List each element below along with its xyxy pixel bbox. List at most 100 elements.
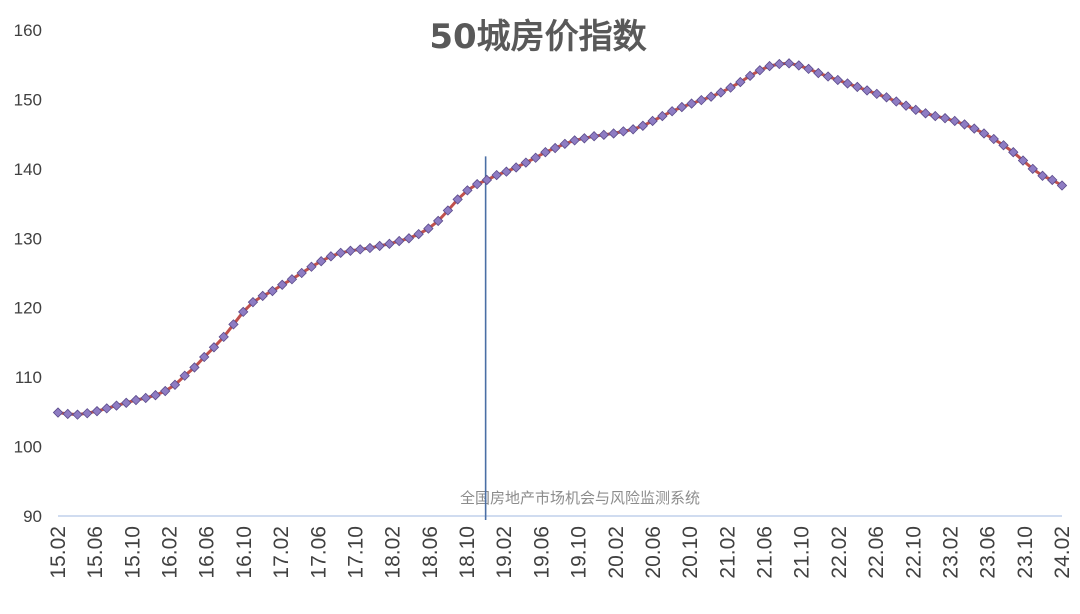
data-point xyxy=(52,407,64,418)
data-point xyxy=(549,142,561,154)
watermark-annotation: 全国房地产市场机会与风险监测系统 xyxy=(460,489,700,507)
data-point xyxy=(306,261,317,272)
data-point xyxy=(218,331,229,343)
data-point xyxy=(647,115,658,127)
y-tick-label: 160 xyxy=(14,21,42,40)
data-point xyxy=(325,251,337,262)
x-tick-label: 18.06 xyxy=(419,526,442,579)
data-point xyxy=(1047,174,1058,186)
x-tick-label: 22.10 xyxy=(902,526,925,579)
data-point xyxy=(247,296,259,308)
data-point xyxy=(540,147,551,158)
data-point xyxy=(491,169,502,181)
data-point xyxy=(910,104,921,116)
data-point xyxy=(403,233,415,244)
data-point xyxy=(832,74,843,86)
data-point xyxy=(520,157,532,168)
data-point xyxy=(150,390,161,401)
data-point xyxy=(715,87,727,98)
data-point xyxy=(764,60,775,72)
data-point xyxy=(842,78,853,89)
x-tick-label: 20.02 xyxy=(605,526,628,579)
x-tick-label: 16.10 xyxy=(233,526,256,579)
data-point xyxy=(101,403,112,414)
x-tick-label: 18.10 xyxy=(456,526,479,579)
data-point xyxy=(939,113,951,124)
x-tick-label: 22.06 xyxy=(865,526,888,579)
data-point xyxy=(364,242,376,254)
x-tick-label: 19.06 xyxy=(530,526,553,579)
data-point xyxy=(140,392,151,404)
y-axis-ticks: 90 100 110 120 130 140 150 160 xyxy=(14,21,42,526)
data-point xyxy=(754,65,765,76)
data-point xyxy=(657,110,668,122)
x-tick-label: 21.02 xyxy=(716,526,739,579)
data-point xyxy=(774,58,785,70)
data-point xyxy=(432,215,444,227)
data-point xyxy=(179,370,190,381)
data-point xyxy=(228,319,239,330)
data-point xyxy=(384,238,395,250)
data-point xyxy=(62,408,73,420)
data-point xyxy=(1008,147,1019,158)
x-tick-label: 15.10 xyxy=(121,526,144,579)
x-tick-label: 24.02 xyxy=(1051,526,1074,579)
data-point xyxy=(608,128,619,139)
x-tick-label: 19.10 xyxy=(568,526,591,579)
data-point xyxy=(920,108,931,119)
data-point xyxy=(296,267,307,279)
data-point xyxy=(238,306,249,318)
data-point xyxy=(1056,180,1068,191)
data-point xyxy=(969,123,980,134)
data-point xyxy=(510,162,522,173)
data-point xyxy=(374,240,385,252)
data-point xyxy=(891,96,902,107)
data-point xyxy=(598,129,610,141)
x-tick-label: 20.10 xyxy=(679,526,702,579)
x-tick-label: 17.06 xyxy=(307,526,330,579)
data-point xyxy=(813,67,824,79)
data-point xyxy=(452,194,463,205)
data-point xyxy=(169,379,181,390)
data-point xyxy=(559,138,571,150)
y-tick-label: 100 xyxy=(14,438,42,457)
x-tick-label: 18.02 xyxy=(382,526,405,579)
y-tick-label: 110 xyxy=(15,368,42,387)
data-point xyxy=(627,124,639,135)
data-point xyxy=(316,256,327,267)
data-point xyxy=(822,71,834,82)
data-point xyxy=(959,119,970,130)
data-point xyxy=(111,400,122,411)
x-tick-label: 16.02 xyxy=(159,526,182,579)
data-point xyxy=(705,91,717,102)
x-tick-label: 23.02 xyxy=(939,526,962,579)
data-point xyxy=(783,58,795,69)
data-point xyxy=(393,235,405,247)
x-tick-label: 21.10 xyxy=(791,526,814,579)
x-tick-label: 19.02 xyxy=(493,526,516,579)
data-point xyxy=(998,140,1009,151)
data-point xyxy=(1037,170,1048,181)
x-tick-label: 23.10 xyxy=(1014,526,1037,579)
data-point xyxy=(637,120,649,131)
data-point xyxy=(335,247,346,259)
data-point xyxy=(345,245,356,256)
data-point xyxy=(72,409,83,420)
x-tick-label: 21.06 xyxy=(754,526,777,579)
x-tick-label: 20.06 xyxy=(642,526,665,579)
data-point xyxy=(686,98,697,109)
data-point xyxy=(881,92,892,103)
data-point xyxy=(861,85,873,96)
data-point xyxy=(725,82,736,93)
data-point xyxy=(949,115,960,127)
data-point xyxy=(735,76,746,88)
data-point xyxy=(930,110,941,122)
data-point xyxy=(579,133,590,144)
data-point xyxy=(471,178,483,190)
data-point xyxy=(208,342,220,353)
data-point xyxy=(501,166,512,177)
data-point xyxy=(277,279,288,290)
x-tick-label: 23.06 xyxy=(977,526,1000,579)
data-point xyxy=(588,131,600,142)
